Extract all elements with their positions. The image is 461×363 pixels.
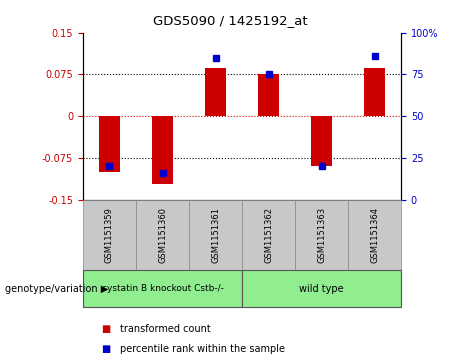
Bar	[136, 200, 189, 270]
Text: GSM1151360: GSM1151360	[158, 207, 167, 263]
Text: cystatin B knockout Cstb-/-: cystatin B knockout Cstb-/-	[101, 284, 224, 293]
Bar	[189, 200, 242, 270]
Bar	[258, 74, 279, 116]
Bar	[205, 68, 226, 116]
Text: transformed count: transformed count	[120, 323, 211, 334]
Bar	[311, 116, 332, 166]
Text: GSM1151363: GSM1151363	[317, 207, 326, 263]
Text: GSM1151359: GSM1151359	[105, 207, 114, 263]
Bar	[242, 200, 295, 270]
Text: GSM1151364: GSM1151364	[370, 207, 379, 263]
Text: GSM1151362: GSM1151362	[264, 207, 273, 263]
Bar	[152, 116, 173, 184]
Text: ■: ■	[101, 323, 111, 334]
Text: GDS5090 / 1425192_at: GDS5090 / 1425192_at	[153, 15, 308, 28]
Bar	[242, 270, 401, 307]
Bar	[364, 68, 385, 116]
Text: genotype/variation ▶: genotype/variation ▶	[5, 284, 108, 294]
Text: wild type: wild type	[299, 284, 344, 294]
Bar	[83, 200, 136, 270]
Bar	[295, 200, 348, 270]
Text: ■: ■	[101, 344, 111, 354]
Bar	[83, 270, 242, 307]
Text: GSM1151361: GSM1151361	[211, 207, 220, 263]
Bar	[348, 200, 401, 270]
Bar	[99, 116, 120, 172]
Text: percentile rank within the sample: percentile rank within the sample	[120, 344, 285, 354]
